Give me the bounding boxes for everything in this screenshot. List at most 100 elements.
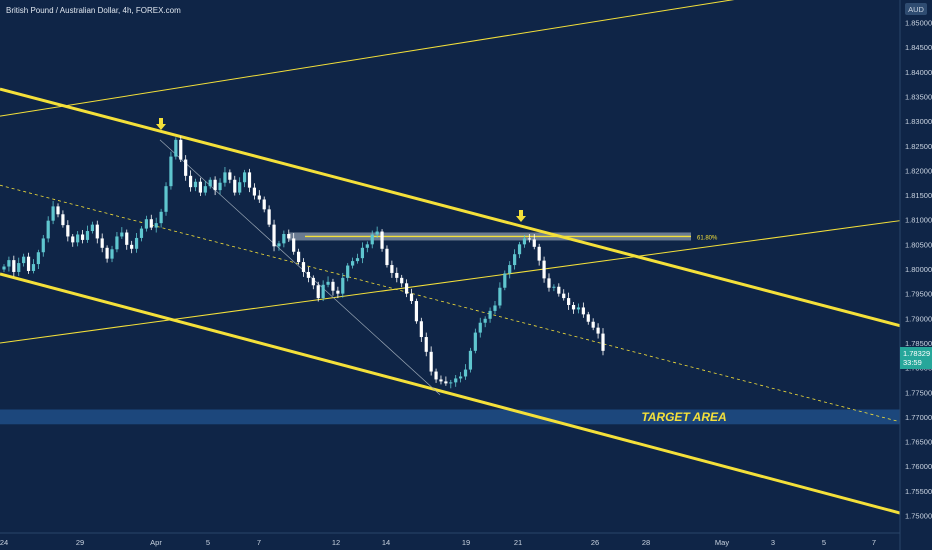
- y-tick-label: 1.81500: [905, 191, 932, 200]
- candle-body: [488, 310, 492, 319]
- candle-body: [405, 283, 409, 294]
- candle-body: [169, 156, 173, 187]
- candle-body: [17, 263, 21, 272]
- y-tick-label: 1.80500: [905, 240, 932, 249]
- candle-body: [346, 265, 350, 278]
- y-tick-label: 1.78500: [905, 339, 932, 348]
- candle-body: [277, 243, 281, 247]
- candle-body: [547, 278, 551, 288]
- candle-body: [350, 261, 355, 266]
- candle-body: [581, 307, 585, 315]
- candle-body: [444, 381, 448, 384]
- x-tick-label: 28: [642, 538, 650, 547]
- candle-body: [76, 234, 80, 243]
- candle-body: [596, 327, 600, 334]
- candle-body: [139, 228, 144, 238]
- candle-body: [272, 224, 276, 247]
- y-tick-label: 1.76500: [905, 438, 932, 447]
- candle-body: [375, 231, 379, 235]
- candle-body: [552, 286, 556, 288]
- candle-body: [586, 314, 590, 322]
- y-tick-label: 1.75500: [905, 487, 932, 496]
- x-tick-label: Apr: [150, 538, 162, 547]
- current-price-box: 1.78329 33:59: [900, 347, 932, 369]
- candle-body: [154, 223, 158, 228]
- candle-body: [331, 281, 335, 291]
- candle-body: [184, 159, 188, 176]
- candle-body: [601, 333, 605, 351]
- candle-body: [370, 234, 374, 245]
- candle-body: [296, 251, 301, 263]
- candle-body: [242, 172, 247, 183]
- candle-body: [557, 286, 561, 294]
- x-tick-label: 19: [462, 538, 470, 547]
- down-arrow-marker: [516, 210, 526, 222]
- candle-body: [130, 244, 134, 249]
- swing-trend-line: [159, 139, 441, 395]
- candle-body: [56, 206, 60, 215]
- candle-body: [517, 244, 522, 255]
- candle-body: [85, 231, 90, 240]
- candle-body: [326, 281, 330, 285]
- candle-body: [571, 304, 576, 310]
- currency-badge[interactable]: AUD: [905, 3, 927, 15]
- x-tick-label: May: [715, 538, 729, 547]
- y-tick-label: 1.80000: [905, 265, 932, 274]
- candle-body: [513, 254, 517, 266]
- x-tick-label: 5: [206, 538, 210, 547]
- candle-body: [218, 182, 222, 191]
- y-tick-label: 1.84500: [905, 43, 932, 52]
- candle-body: [449, 382, 453, 384]
- candle-body: [238, 182, 242, 193]
- x-tick-label: 29: [76, 538, 84, 547]
- candle-body: [409, 293, 414, 302]
- candle-body: [463, 369, 468, 377]
- candle-body: [336, 290, 340, 294]
- candle-body: [2, 266, 6, 270]
- candle-body: [95, 224, 99, 239]
- channel-line-upper: [0, 87, 901, 328]
- x-tick-label: 14: [382, 538, 390, 547]
- candle-body: [159, 211, 163, 224]
- candle-body: [429, 351, 433, 372]
- candle-body: [439, 379, 443, 382]
- x-tick-label: 24: [0, 538, 8, 547]
- candle-body: [46, 220, 50, 239]
- target-area-band: [0, 409, 900, 425]
- candle-body: [213, 179, 217, 191]
- down-arrow-marker: [156, 118, 166, 130]
- countdown-label: 33:59: [903, 358, 922, 367]
- channel-line-rising-upper: [0, 0, 735, 117]
- y-tick-label: 1.84000: [905, 68, 932, 77]
- candle-body: [567, 298, 571, 305]
- candle-body: [233, 179, 237, 193]
- candle-body: [414, 301, 419, 322]
- y-tick-label: 1.77500: [905, 388, 932, 397]
- candle-body: [591, 321, 595, 328]
- candle-body: [208, 179, 212, 187]
- candle-body: [252, 187, 257, 196]
- candle-body: [257, 195, 261, 200]
- x-tick-label: 7: [257, 538, 261, 547]
- candle-body: [537, 246, 541, 261]
- candle-body: [493, 305, 497, 311]
- candle-body: [100, 238, 104, 248]
- y-tick-label: 1.83000: [905, 117, 932, 126]
- x-tick-label: 3: [771, 538, 775, 547]
- candle-body: [267, 209, 271, 225]
- candle-body: [80, 234, 85, 240]
- candle-body: [527, 238, 531, 240]
- candle-body: [390, 265, 394, 273]
- candle-body: [316, 285, 320, 299]
- x-tick-label: 7: [872, 538, 876, 547]
- currency-label: AUD: [908, 5, 924, 14]
- x-tick-label: 21: [514, 538, 522, 547]
- candle-body: [395, 272, 399, 278]
- y-tick-label: 1.81000: [905, 216, 932, 225]
- candle-body: [419, 321, 423, 338]
- time-axis-bg: [0, 533, 900, 550]
- y-tick-label: 1.83500: [905, 92, 932, 101]
- candle-body: [90, 224, 94, 232]
